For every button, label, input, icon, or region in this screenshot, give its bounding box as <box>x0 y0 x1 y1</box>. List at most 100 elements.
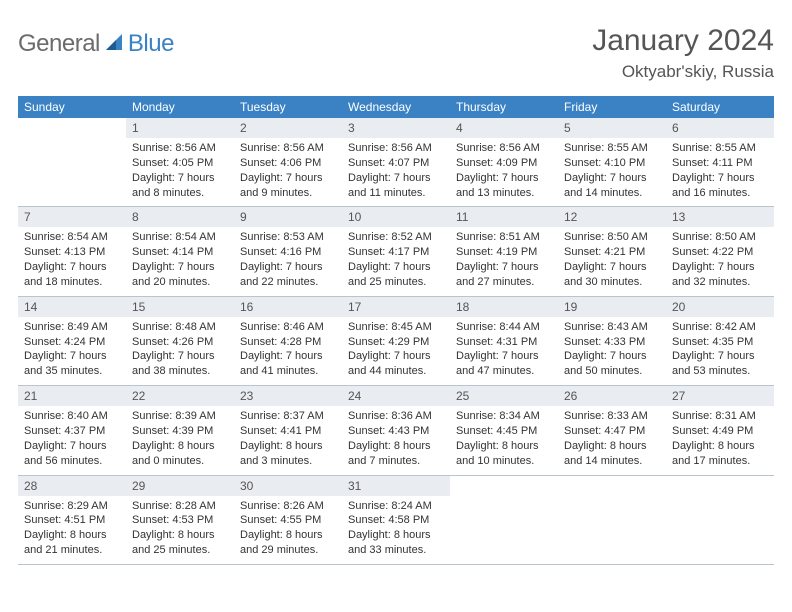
day-number: 8 <box>126 207 234 227</box>
calendar-day-cell: 31Sunrise: 8:24 AMSunset: 4:58 PMDayligh… <box>342 475 450 564</box>
weekday-header: Tuesday <box>234 96 342 118</box>
day-number: 7 <box>18 207 126 227</box>
calendar-day-cell: 1Sunrise: 8:56 AMSunset: 4:05 PMDaylight… <box>126 118 234 207</box>
day-line: Daylight: 7 hours <box>564 260 660 275</box>
day-line: Sunrise: 8:33 AM <box>564 409 660 424</box>
day-number: 29 <box>126 476 234 496</box>
day-number <box>450 476 558 496</box>
day-number: 4 <box>450 118 558 138</box>
day-line: and 33 minutes. <box>348 543 444 558</box>
day-body: Sunrise: 8:56 AMSunset: 4:07 PMDaylight:… <box>342 138 450 206</box>
day-body: Sunrise: 8:49 AMSunset: 4:24 PMDaylight:… <box>18 317 126 385</box>
day-line: and 7 minutes. <box>348 454 444 469</box>
day-line: Sunset: 4:41 PM <box>240 424 336 439</box>
calendar-week-row: 1Sunrise: 8:56 AMSunset: 4:05 PMDaylight… <box>18 118 774 207</box>
day-number: 11 <box>450 207 558 227</box>
day-line: Daylight: 8 hours <box>348 528 444 543</box>
day-number: 5 <box>558 118 666 138</box>
day-body: Sunrise: 8:53 AMSunset: 4:16 PMDaylight:… <box>234 227 342 295</box>
day-line: and 14 minutes. <box>564 186 660 201</box>
day-line: Sunrise: 8:31 AM <box>672 409 768 424</box>
day-line: Sunrise: 8:55 AM <box>672 141 768 156</box>
day-number: 12 <box>558 207 666 227</box>
day-body: Sunrise: 8:51 AMSunset: 4:19 PMDaylight:… <box>450 227 558 295</box>
day-line: Sunrise: 8:51 AM <box>456 230 552 245</box>
day-line: Sunset: 4:53 PM <box>132 513 228 528</box>
calendar-day-cell: 16Sunrise: 8:46 AMSunset: 4:28 PMDayligh… <box>234 296 342 385</box>
day-line: Daylight: 7 hours <box>672 349 768 364</box>
weekday-header: Monday <box>126 96 234 118</box>
day-body: Sunrise: 8:44 AMSunset: 4:31 PMDaylight:… <box>450 317 558 385</box>
day-line: Daylight: 7 hours <box>24 439 120 454</box>
day-line: Daylight: 7 hours <box>132 349 228 364</box>
calendar-day-cell: 26Sunrise: 8:33 AMSunset: 4:47 PMDayligh… <box>558 386 666 475</box>
calendar-day-cell: 18Sunrise: 8:44 AMSunset: 4:31 PMDayligh… <box>450 296 558 385</box>
day-line: Daylight: 8 hours <box>564 439 660 454</box>
day-line: and 50 minutes. <box>564 364 660 379</box>
day-line: and 25 minutes. <box>132 543 228 558</box>
day-line: Daylight: 7 hours <box>132 260 228 275</box>
day-line: Sunset: 4:45 PM <box>456 424 552 439</box>
day-line: Sunset: 4:28 PM <box>240 335 336 350</box>
day-line: and 22 minutes. <box>240 275 336 290</box>
calendar-day-cell: 29Sunrise: 8:28 AMSunset: 4:53 PMDayligh… <box>126 475 234 564</box>
day-number <box>558 476 666 496</box>
day-line: Sunrise: 8:45 AM <box>348 320 444 335</box>
day-number: 1 <box>126 118 234 138</box>
day-line: Sunset: 4:26 PM <box>132 335 228 350</box>
calendar-week-row: 14Sunrise: 8:49 AMSunset: 4:24 PMDayligh… <box>18 296 774 385</box>
day-line: and 35 minutes. <box>24 364 120 379</box>
day-line: and 11 minutes. <box>348 186 444 201</box>
logo: General Blue <box>18 24 174 58</box>
day-line: Daylight: 8 hours <box>132 439 228 454</box>
day-body: Sunrise: 8:52 AMSunset: 4:17 PMDaylight:… <box>342 227 450 295</box>
day-body: Sunrise: 8:54 AMSunset: 4:13 PMDaylight:… <box>18 227 126 295</box>
calendar-day-cell: 25Sunrise: 8:34 AMSunset: 4:45 PMDayligh… <box>450 386 558 475</box>
day-line: Daylight: 7 hours <box>456 260 552 275</box>
day-body: Sunrise: 8:56 AMSunset: 4:09 PMDaylight:… <box>450 138 558 206</box>
day-line: Sunrise: 8:36 AM <box>348 409 444 424</box>
day-line: Sunrise: 8:43 AM <box>564 320 660 335</box>
day-body: Sunrise: 8:55 AMSunset: 4:11 PMDaylight:… <box>666 138 774 206</box>
weekday-header: Friday <box>558 96 666 118</box>
day-number: 27 <box>666 386 774 406</box>
day-line: and 38 minutes. <box>132 364 228 379</box>
day-line: Daylight: 7 hours <box>240 260 336 275</box>
day-body: Sunrise: 8:46 AMSunset: 4:28 PMDaylight:… <box>234 317 342 385</box>
day-line: and 13 minutes. <box>456 186 552 201</box>
calendar-day-cell: 28Sunrise: 8:29 AMSunset: 4:51 PMDayligh… <box>18 475 126 564</box>
day-line: Sunrise: 8:56 AM <box>348 141 444 156</box>
day-line: Sunset: 4:11 PM <box>672 156 768 171</box>
calendar-day-cell: 10Sunrise: 8:52 AMSunset: 4:17 PMDayligh… <box>342 207 450 296</box>
day-body: Sunrise: 8:54 AMSunset: 4:14 PMDaylight:… <box>126 227 234 295</box>
day-line: and 9 minutes. <box>240 186 336 201</box>
day-line: Sunset: 4:21 PM <box>564 245 660 260</box>
day-line: and 47 minutes. <box>456 364 552 379</box>
day-line: and 41 minutes. <box>240 364 336 379</box>
day-line: and 8 minutes. <box>132 186 228 201</box>
day-line: and 0 minutes. <box>132 454 228 469</box>
day-line: Sunrise: 8:49 AM <box>24 320 120 335</box>
day-line: Daylight: 7 hours <box>348 260 444 275</box>
day-body: Sunrise: 8:39 AMSunset: 4:39 PMDaylight:… <box>126 406 234 474</box>
day-line: Sunset: 4:22 PM <box>672 245 768 260</box>
day-line: Daylight: 7 hours <box>240 349 336 364</box>
logo-text-general: General <box>18 30 100 58</box>
day-number: 21 <box>18 386 126 406</box>
day-line: Sunrise: 8:56 AM <box>240 141 336 156</box>
day-line: Sunset: 4:06 PM <box>240 156 336 171</box>
day-line: Sunrise: 8:56 AM <box>456 141 552 156</box>
day-number: 28 <box>18 476 126 496</box>
day-line: Sunrise: 8:42 AM <box>672 320 768 335</box>
day-body: Sunrise: 8:37 AMSunset: 4:41 PMDaylight:… <box>234 406 342 474</box>
day-line: and 32 minutes. <box>672 275 768 290</box>
day-number <box>18 118 126 138</box>
calendar-day-cell: 11Sunrise: 8:51 AMSunset: 4:19 PMDayligh… <box>450 207 558 296</box>
day-body: Sunrise: 8:55 AMSunset: 4:10 PMDaylight:… <box>558 138 666 206</box>
day-number: 19 <box>558 297 666 317</box>
day-line: Sunset: 4:07 PM <box>348 156 444 171</box>
day-body: Sunrise: 8:34 AMSunset: 4:45 PMDaylight:… <box>450 406 558 474</box>
calendar-day-cell: 22Sunrise: 8:39 AMSunset: 4:39 PMDayligh… <box>126 386 234 475</box>
day-body: Sunrise: 8:42 AMSunset: 4:35 PMDaylight:… <box>666 317 774 385</box>
day-line: Sunrise: 8:34 AM <box>456 409 552 424</box>
